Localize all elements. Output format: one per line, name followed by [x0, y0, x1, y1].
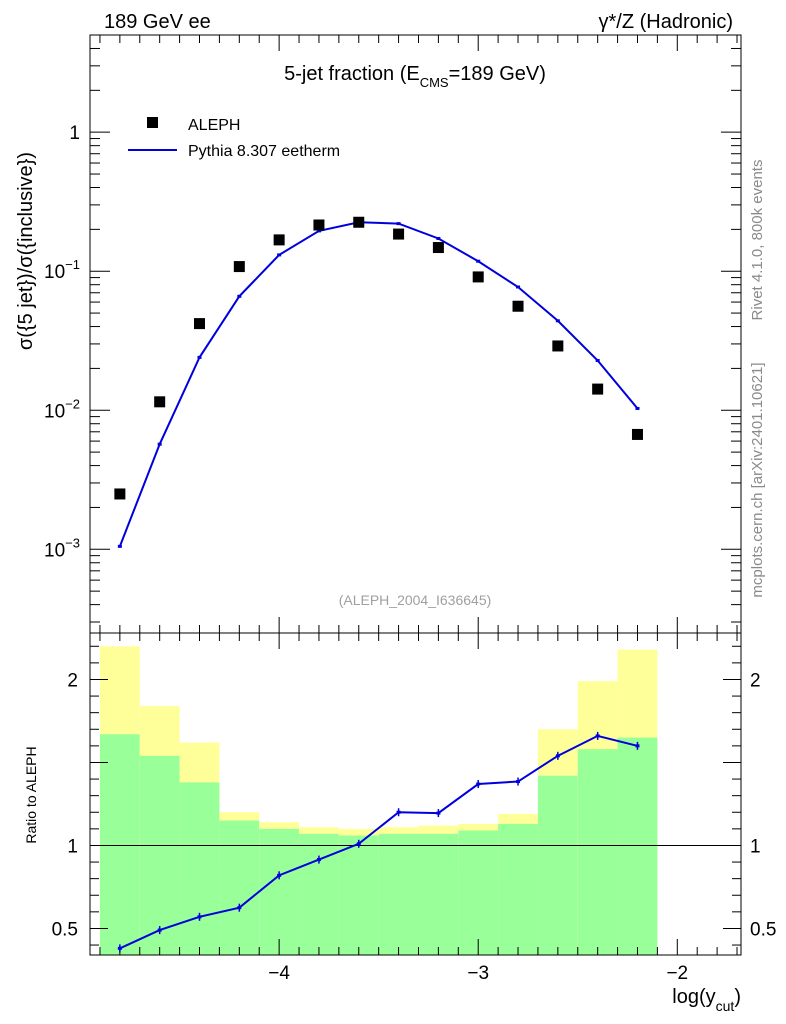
main-y-tick-label: 10−3 [44, 535, 80, 561]
ratio-mc-line [119, 734, 638, 950]
analysis-watermark: (ALEPH_2004_I636645) [339, 592, 492, 608]
ratio-inner-band [338, 835, 379, 955]
ratio-point [396, 810, 401, 814]
aleph-data-point [114, 488, 126, 500]
x-axis-label: log(ycut) [672, 986, 741, 1014]
main-y-tick-label: 10−1 [44, 257, 80, 283]
header-process-label: γ*/Z (Hadronic) [599, 11, 733, 33]
aleph-data-point [472, 271, 484, 283]
ratio-uncertainty-bands [99, 646, 658, 955]
ratio-inner-band [179, 782, 220, 955]
ratio-inner-band [577, 749, 618, 955]
ratio-y-tick-label-right: 1 [750, 836, 761, 857]
ratio-y-axis-label: Ratio to ALEPH [23, 746, 39, 843]
aleph-data-point [353, 216, 365, 228]
ratio-point [436, 811, 441, 815]
aleph-data-point [313, 219, 325, 231]
main-y-tick-label: 1 [69, 123, 80, 144]
legend-mc-label: Pythia 8.307 eetherm [188, 143, 340, 160]
ratio-inner-band [458, 830, 499, 955]
main-plot-series [114, 216, 643, 548]
ratio-inner-band [99, 734, 140, 955]
ratio-y-tick-label-right: 0.5 [750, 919, 776, 940]
mc-point [157, 442, 162, 446]
mc-point [635, 406, 640, 410]
mc-point [117, 544, 122, 548]
header-energy-label: 189 GeV ee [104, 11, 211, 33]
main-y-tick-label: 10−2 [44, 396, 80, 422]
mc-prediction-line [118, 221, 639, 547]
ratio-inner-band [418, 833, 459, 955]
mcplots-reference-label: mcplots.cern.ch [arXiv:2401.10621] [749, 362, 766, 597]
aleph-data-point [552, 340, 564, 352]
ratio-inner-band [139, 755, 180, 955]
x-tick-label: −3 [467, 963, 489, 984]
main-y-axis-label: σ({5 jet})/σ({inclusive}) [15, 152, 37, 350]
ratio-plot-series [90, 731, 741, 953]
ratio-inner-band [498, 823, 538, 955]
ratio-point [197, 915, 202, 919]
aleph-data-point [631, 428, 643, 440]
ratio-point [316, 858, 321, 862]
ratio-y-tick-label: 0.5 [52, 919, 78, 940]
aleph-data-point [393, 228, 405, 240]
mc-point [595, 358, 600, 362]
ratio-point [476, 782, 481, 786]
ratio-point [555, 754, 560, 758]
aleph-data-point [512, 300, 524, 312]
ratio-plot-frame [89, 632, 742, 956]
mc-point [396, 222, 401, 226]
mc-point [237, 294, 242, 298]
ratio-y-tick-label: 1 [67, 836, 78, 857]
ratio-point [595, 734, 600, 738]
aleph-data-point [592, 383, 604, 395]
ratio-inner-band [259, 828, 300, 955]
ratio-y-tick-label: 2 [67, 670, 78, 691]
main-plot-title: 5-jet fraction (ECMS=189 GeV) [284, 63, 546, 90]
x-tick-label: −2 [666, 963, 688, 984]
ratio-point [516, 780, 521, 784]
mc-point [436, 236, 441, 240]
mc-point [476, 259, 481, 263]
aleph-data-point [233, 261, 245, 273]
ratio-axis-ticks: −4 −3 −2 2 2 1 1 0.5 0.5 [52, 633, 776, 984]
ratio-point [117, 946, 122, 950]
ratio-inner-band [299, 833, 339, 955]
ratio-inner-band [537, 775, 578, 955]
aleph-data-point [432, 242, 444, 254]
mc-point [197, 355, 202, 359]
aleph-data-point [193, 318, 205, 330]
rivet-version-label: Rivet 4.1.0, 800k events [749, 160, 766, 321]
aleph-data-point [273, 234, 285, 246]
aleph-data-point [154, 396, 166, 408]
legend-data-marker [147, 117, 158, 128]
ratio-point [157, 928, 162, 932]
ratio-inner-band [219, 820, 260, 955]
ratio-point [277, 873, 282, 877]
mc-point [555, 319, 560, 323]
legend-data-label: ALEPH [188, 117, 240, 134]
ratio-inner-band [617, 737, 658, 955]
mc-point [277, 253, 282, 257]
x-tick-label: −4 [268, 963, 290, 984]
main-axis-ticks: 1 10−1 10−2 10−3 [44, 34, 741, 633]
ratio-point [237, 906, 242, 910]
mc-point [516, 285, 521, 289]
ratio-point [635, 744, 640, 748]
mc-point [316, 229, 321, 233]
ratio-inner-band [378, 833, 419, 955]
ratio-y-tick-label-right: 2 [750, 670, 761, 691]
ratio-point [356, 842, 361, 846]
